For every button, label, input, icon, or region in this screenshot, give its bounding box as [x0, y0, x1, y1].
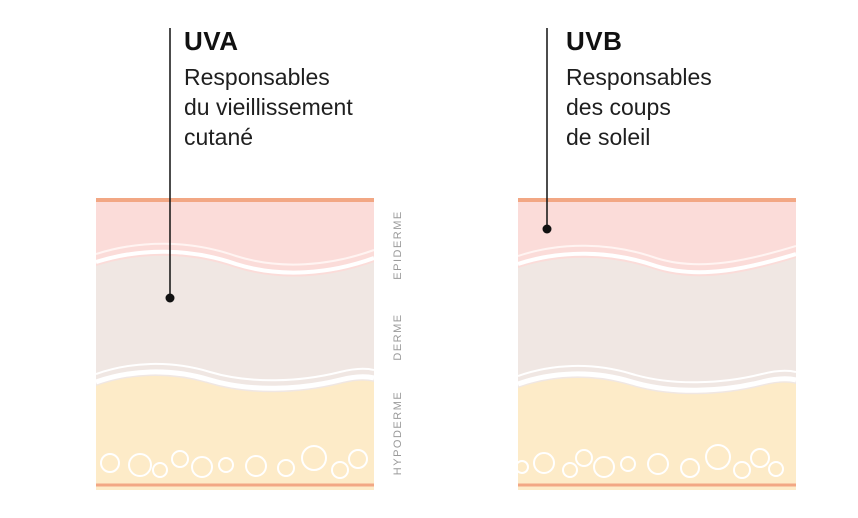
uvb-skin-block [518, 200, 796, 490]
uvb-title: UVB [566, 26, 623, 56]
uva-title: UVA [184, 26, 239, 56]
uva-hypodermis-wave-2 [96, 362, 374, 382]
uvb-hypodermis-layer [518, 377, 796, 490]
uva-description: Responsables du vieillissement cutané [184, 64, 353, 150]
uvb-pointer-dot [542, 224, 552, 234]
uvb-epidermis-wave [518, 251, 796, 275]
uvb-epidermis-wave-2 [518, 244, 796, 266]
uva-pointer-dot [165, 293, 175, 303]
uvb-hypodermis-wave [518, 371, 796, 393]
uva-epidermis-wave-2 [96, 242, 374, 266]
uva-hypodermis-wave [96, 369, 374, 391]
uva-skin-block [96, 200, 374, 490]
uvb-hypodermis-wave-2 [518, 364, 796, 384]
uvb-dermis-layer [518, 257, 796, 400]
uva-hypodermis-layer [96, 375, 374, 490]
uva-fat-cells [100, 445, 368, 479]
hypodermis-label: HYPODERME [392, 390, 404, 476]
uva-epidermis-wave [96, 249, 374, 275]
uvb-description: Responsables des coups de soleil [566, 64, 712, 150]
uvb-fat-cells [518, 444, 784, 479]
